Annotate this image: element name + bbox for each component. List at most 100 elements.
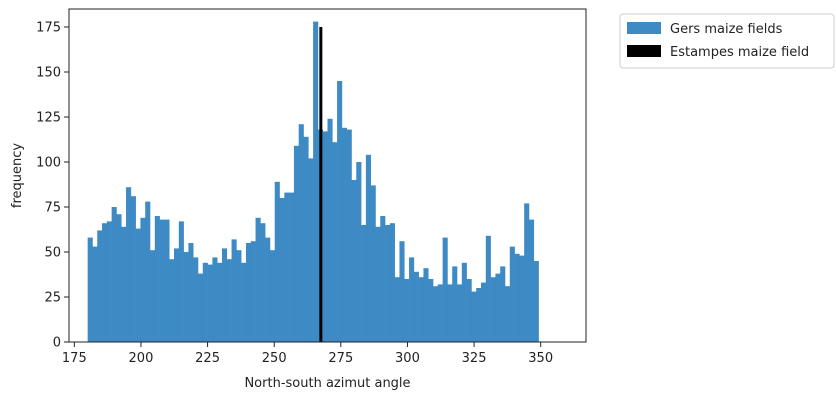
histogram-bar (399, 241, 405, 342)
y-tick-label: 50 (44, 246, 61, 261)
legend-swatch-gers (627, 22, 661, 34)
histogram-bar (274, 181, 280, 342)
histogram-bar (269, 250, 276, 342)
legend: Gers maize fields Estampes maize field (619, 13, 835, 69)
y-tick-label: 0 (53, 336, 61, 351)
histogram-bar (423, 268, 429, 342)
histogram-bar (193, 257, 199, 342)
x-tick-label: 300 (395, 351, 420, 366)
legend-swatch-estampes (627, 45, 661, 57)
histogram-bar (121, 226, 127, 342)
histogram-bar (87, 237, 93, 342)
histogram-bar (337, 81, 343, 342)
histogram-bar (241, 262, 247, 342)
histogram-bar (212, 257, 218, 342)
histogram-bar (145, 201, 151, 342)
y-axis-label: frequency (10, 143, 25, 209)
histogram-bar (173, 248, 180, 342)
y-tick-label: 175 (36, 21, 61, 36)
histogram-bar (447, 284, 453, 342)
y-axis: 0 25 50 75 100 125 150 175 (36, 21, 69, 351)
histogram-bar (519, 255, 525, 342)
legend-label-gers: Gers maize fields (670, 22, 783, 37)
histogram-bar (116, 214, 122, 342)
x-tick-label: 350 (528, 351, 553, 366)
histogram-bar (126, 187, 132, 342)
histogram-bar (226, 259, 232, 342)
histogram-bar (481, 282, 487, 342)
y-tick-label: 125 (36, 111, 61, 126)
histogram-bar (452, 266, 458, 342)
histogram-bar (524, 203, 530, 342)
y-tick-label: 25 (44, 291, 61, 306)
x-tick-label: 325 (462, 351, 487, 366)
histogram-bar (471, 291, 477, 342)
histogram-bar (332, 142, 338, 342)
histogram-bar (380, 216, 386, 342)
histogram-bar (207, 264, 213, 342)
histogram-bar (404, 279, 410, 342)
histogram-bar (500, 266, 506, 342)
x-tick-label: 250 (262, 351, 287, 366)
histogram-bar (197, 273, 204, 342)
x-axis-label: North-south azimut angle (244, 376, 410, 391)
x-tick-label: 225 (195, 351, 220, 366)
histogram-bar (394, 277, 400, 342)
histogram-bar (245, 243, 252, 342)
histogram-bar (433, 286, 439, 342)
x-tick-label: 275 (328, 351, 353, 366)
histogram-bar (528, 219, 535, 342)
histogram-bar (457, 284, 463, 342)
histogram-bar (111, 207, 117, 342)
histogram-bar (365, 154, 371, 342)
histogram-bar (169, 259, 175, 342)
x-axis: 175 200 225 250 275 300 325 350 (62, 342, 553, 366)
histogram-bar (389, 223, 395, 342)
histogram-bar (341, 127, 347, 342)
legend-label-estampes: Estampes maize field (670, 45, 809, 60)
histogram-bar (418, 277, 424, 342)
histogram-bar (130, 196, 136, 342)
histogram-bar (289, 192, 295, 342)
histogram-bar (154, 216, 160, 342)
histogram-bar (97, 230, 103, 342)
legend-box (619, 13, 835, 69)
histogram-bar (509, 246, 515, 342)
histogram-bar (150, 250, 156, 342)
histogram-bar (385, 225, 391, 342)
histogram-bar (322, 131, 328, 342)
histogram-bar (255, 217, 261, 342)
histogram-bar (284, 192, 290, 342)
histogram-bar (437, 284, 443, 342)
histogram-bar (159, 219, 165, 342)
histogram-bar (361, 225, 367, 342)
histogram-bar (346, 129, 352, 342)
histogram-bar (293, 145, 300, 342)
histogram-bar (442, 237, 448, 342)
histogram-bar (236, 250, 242, 342)
histogram-bar (217, 262, 223, 342)
histogram-bar (485, 235, 491, 342)
plot-frame (68, 8, 587, 343)
histogram-bar (495, 273, 501, 342)
histogram-bar (504, 286, 511, 342)
histogram-bar (231, 239, 237, 342)
histogram-bar (202, 262, 208, 342)
histogram-bar (466, 279, 472, 342)
histogram-bar (303, 136, 309, 342)
histogram-bar (188, 243, 194, 342)
x-tick-label: 200 (129, 351, 154, 366)
histogram-bar (514, 253, 520, 342)
histogram-bar (135, 228, 141, 342)
histogram-bar (106, 221, 112, 342)
histogram-bar (265, 237, 271, 342)
histogram-bar (164, 219, 170, 342)
histogram-bar (327, 118, 333, 342)
histogram-bar (413, 271, 419, 342)
bars-layer (87, 21, 539, 342)
histogram-bar (140, 217, 146, 342)
histogram-bar (409, 257, 415, 342)
histogram-bar (356, 162, 362, 342)
histogram-bar (351, 180, 357, 342)
